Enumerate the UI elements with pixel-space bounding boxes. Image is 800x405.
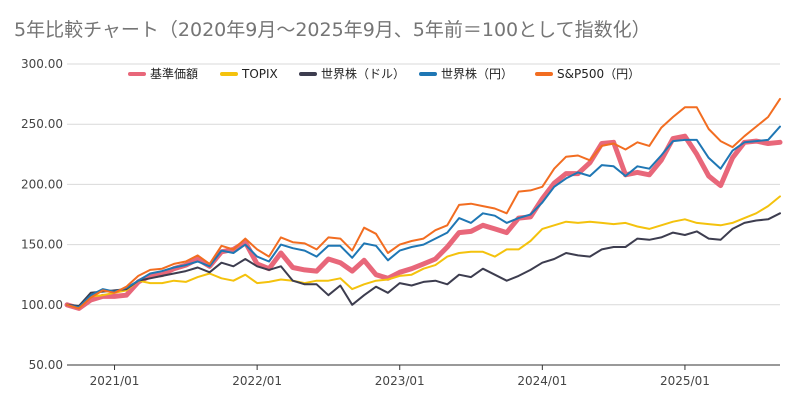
legend-label: 世界株（円） [441,66,513,81]
grid [67,63,780,306]
series-line-4 [66,97,781,310]
y-tick-label: 150.00 [21,238,63,252]
legend: 基準価額 TOPIX 世界株（ドル） 世界株（円） S&P500（円） [128,66,640,81]
x-tick-label: 2021/01 [90,374,140,388]
x-tick-label: 2024/01 [517,374,567,388]
x-tick-label: 2022/01 [232,374,282,388]
axes: 50.00 100.00 150.00 200.00 250.00 300.00 2021/… [21,57,780,388]
legend-label: 基準価額 [150,66,198,81]
y-tick-label: 100.00 [21,298,63,312]
series-line-1 [66,195,781,309]
y-tick-label: 300.00 [21,57,63,71]
x-tick-label: 2023/01 [375,374,425,388]
x-tick-label: 2025/01 [660,374,710,388]
chart-title: 5年比較チャート（2020年9月〜2025年9月、5年前＝100として指数化） [14,19,651,41]
y-tick-label: 200.00 [21,177,63,191]
series-line-3 [66,125,781,309]
y-tick-label: 50.00 [29,358,63,372]
y-tick-label: 250.00 [21,117,63,131]
series-line-2 [66,212,781,307]
series-lines [64,97,783,311]
legend-label: 世界株（ドル） [321,66,405,81]
legend-label: S&P500（円） [557,67,640,81]
legend-label: TOPIX [241,67,278,81]
